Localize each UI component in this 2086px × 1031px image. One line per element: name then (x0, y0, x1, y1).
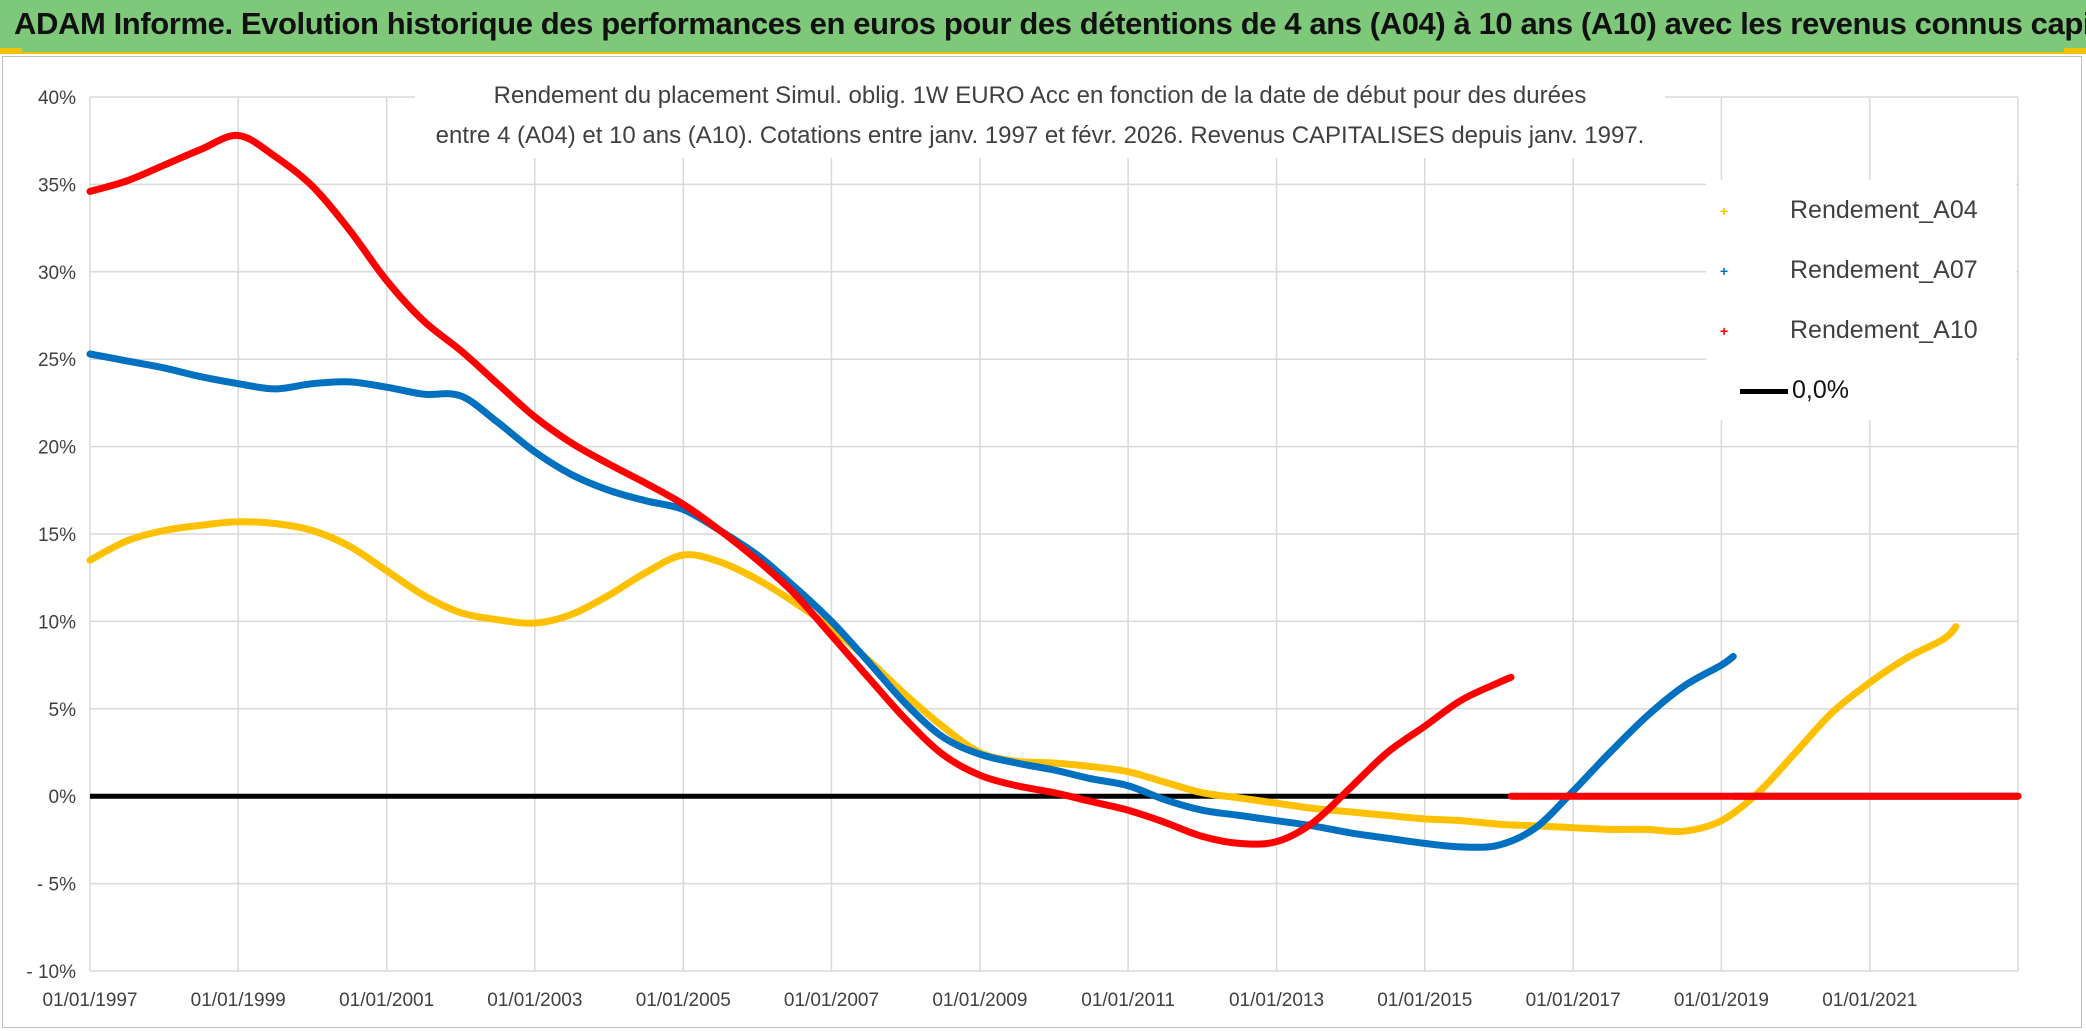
series-line-a04 (86, 518, 1960, 836)
legend-label: 0,0% (1792, 376, 1849, 404)
y-tick-label: 40% (38, 88, 76, 109)
legend-label: Rendement_A04 (1790, 196, 1978, 224)
x-tick-label: 01/01/2005 (636, 990, 731, 1011)
series-line-a10 (86, 131, 1515, 848)
y-tick-label: - 5% (37, 875, 76, 896)
series-a10 (86, 131, 2022, 848)
x-tick-label: 01/01/1997 (42, 990, 137, 1011)
chart-series (86, 131, 2022, 851)
chart-legend: + Rendement_A04 + Rendement_A07 + Rendem… (1706, 180, 2016, 420)
x-tick-label: 01/01/2001 (339, 990, 434, 1011)
legend-label: Rendement_A10 (1790, 316, 1978, 344)
series-line-a07 (86, 350, 1737, 851)
y-tick-label: 10% (38, 612, 76, 633)
chart-title-line-2: entre 4 (A04) et 10 ans (A10). Cotations… (435, 122, 1645, 149)
x-tick-label: 01/01/2013 (1229, 990, 1324, 1011)
plus-marker-icon: + (1720, 203, 1729, 219)
y-tick-label: - 10% (26, 962, 76, 983)
x-tick-label: 01/01/2003 (487, 990, 582, 1011)
y-tick-label: 20% (38, 438, 76, 459)
x-tick-label: 01/01/2007 (784, 990, 879, 1011)
y-tick-label: 25% (38, 350, 76, 371)
corner-mark-left (0, 48, 22, 54)
x-tick-label: 01/01/2009 (932, 990, 1027, 1011)
series-a04 (86, 518, 2022, 836)
chart-title: Rendement du placement Simul. oblig. 1W … (415, 76, 1665, 158)
y-tick-label: 30% (38, 263, 76, 284)
corner-mark-right (2064, 48, 2086, 54)
report-banner: ADAM Informe. Evolution historique des p… (0, 0, 2086, 54)
y-tick-label: 0% (49, 787, 77, 808)
x-tick-label: 01/01/2017 (1526, 990, 1621, 1011)
legend-label: Rendement_A07 (1790, 256, 1978, 284)
line-swatch-icon (1740, 389, 1788, 394)
y-tick-label: 5% (49, 700, 77, 721)
x-tick-label: 01/01/2015 (1377, 990, 1472, 1011)
chart-frame (2, 56, 2082, 1028)
x-tick-label: 01/01/1999 (191, 990, 286, 1011)
plus-marker-icon: + (1720, 263, 1729, 279)
report-title: ADAM Informe. Evolution historique des p… (14, 6, 2086, 41)
x-tick-label: 01/01/2021 (1822, 990, 1917, 1011)
chart-title-line-1: Rendement du placement Simul. oblig. 1W … (493, 82, 1587, 109)
plus-marker-icon: + (1720, 323, 1729, 339)
x-axis-ticks: 01/01/1997 01/01/1999 01/01/2001 01/01/2003… (42, 990, 1917, 1011)
x-tick-label: 01/01/2011 (1081, 990, 1175, 1011)
y-tick-label: 35% (38, 175, 76, 196)
series-a07 (86, 350, 2022, 851)
x-tick-label: 01/01/2019 (1674, 990, 1769, 1011)
y-axis-ticks: - 10% - 5% 0% 5% 10% 15% 20% 25% 30% 35% 40% (26, 88, 76, 983)
y-tick-label: 15% (38, 525, 76, 546)
